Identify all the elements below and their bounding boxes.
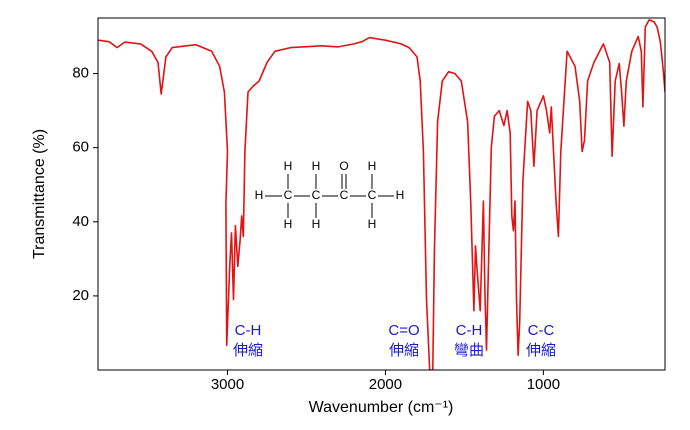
atom-label: H [312,159,321,173]
y-tick-label: 80 [72,65,89,82]
y-axis-label: Transmittance (%) [31,129,48,259]
peak-annotation: 伸縮 [233,342,263,359]
atom-label: H [368,159,377,173]
y-tick-label: 20 [72,287,89,304]
atom-label: H [284,217,293,231]
atom-label: C [340,188,349,202]
atom-label: H [284,159,293,173]
atom-label: O [339,159,348,173]
atom-label: H [255,188,264,202]
peak-annotation: C-C [528,322,555,339]
peak-annotation: 伸縮 [526,342,556,359]
x-tick-label: 2000 [369,376,402,393]
atom-label: H [368,217,377,231]
y-tick-label: 60 [72,139,89,156]
atom-label: H [312,217,321,231]
y-tick-label: 40 [72,213,89,230]
x-tick-label: 1000 [527,376,560,393]
plot-frame [97,17,666,371]
peak-annotation: C=O [388,322,419,339]
atom-label: H [396,188,405,202]
peak-annotation: 彎曲 [454,342,484,359]
spectrum-line [98,19,665,370]
peak-annotation: 伸縮 [389,342,419,359]
peak-annotation: C-H [235,322,262,339]
atom-label: C [368,188,377,202]
peak-annotation: C-H [456,322,483,339]
x-axis-label: Wavenumber (cm⁻¹) [309,399,454,416]
atom-label: C [312,188,321,202]
x-tick-label: 3000 [211,376,244,393]
atom-label: C [284,188,293,202]
